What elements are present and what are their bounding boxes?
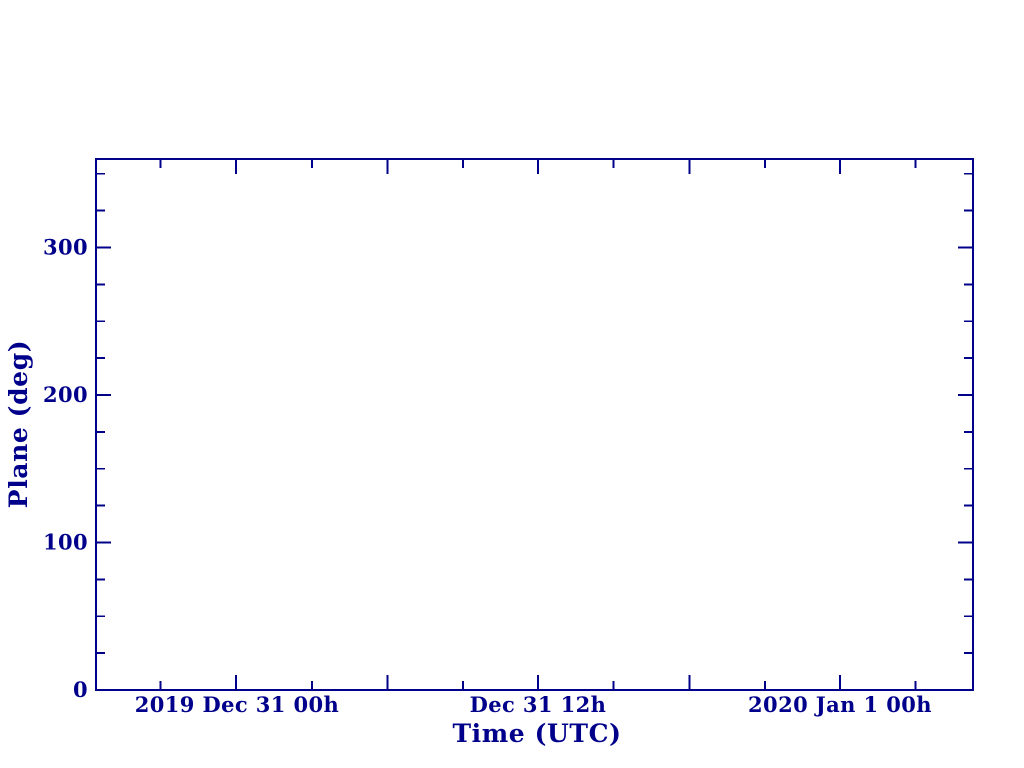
x-axis-title: Time (UTC) (452, 719, 621, 748)
axis-frame (94, 157, 975, 692)
x-tick-label-2: Dec 31 12h (470, 692, 607, 717)
y-axis-ticks-right (958, 172, 973, 691)
x-tick-label-3: 2020 Jan 1 00h (748, 692, 932, 717)
x-axis-ticks-bottom (159, 675, 917, 690)
y-tick-label-0: 0 (73, 677, 88, 702)
x-axis-ticks-top (159, 159, 917, 174)
y-tick-label-300: 300 (43, 235, 88, 260)
plot-area-background (96, 159, 973, 690)
y-tick-label-200: 200 (43, 382, 88, 407)
x-tick-label-1: 2019 Dec 31 00h (135, 692, 339, 717)
y-axis-title: Plane (deg) (4, 340, 33, 508)
y-tick-label-100: 100 (43, 530, 88, 555)
y-axis-tick-labels: 0 100 200 300 (43, 235, 88, 703)
y-axis-ticks-left (96, 172, 111, 691)
x-axis-tick-labels: 2019 Dec 31 00h Dec 31 12h 2020 Jan 1 00… (135, 692, 932, 717)
